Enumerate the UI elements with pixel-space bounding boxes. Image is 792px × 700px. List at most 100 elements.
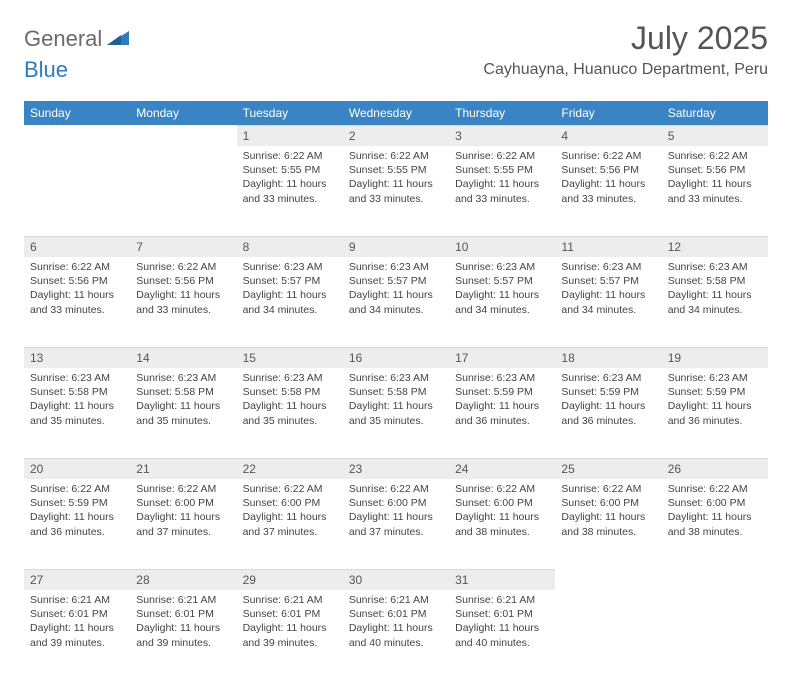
- sunrise-text: Sunrise: 6:23 AM: [30, 371, 124, 385]
- day-cell: Sunrise: 6:21 AMSunset: 6:01 PMDaylight:…: [130, 590, 236, 680]
- sunrise-text: Sunrise: 6:22 AM: [561, 149, 655, 163]
- day-number: 3: [449, 125, 555, 146]
- day-number-cell: [24, 125, 130, 146]
- day-number-cell: 8: [237, 236, 343, 257]
- day-number: [555, 569, 661, 575]
- brand-logo: General: [24, 26, 131, 52]
- sunset-text: Sunset: 5:57 PM: [243, 274, 337, 288]
- day-number: 29: [237, 569, 343, 590]
- day-number: [130, 125, 236, 131]
- day-number-cell: [555, 569, 661, 590]
- sunrise-text: Sunrise: 6:23 AM: [136, 371, 230, 385]
- day-cell: Sunrise: 6:23 AMSunset: 5:57 PMDaylight:…: [449, 257, 555, 347]
- day-content: Sunrise: 6:21 AMSunset: 6:01 PMDaylight:…: [24, 590, 130, 658]
- day-number-cell: 6: [24, 236, 130, 257]
- day-content: Sunrise: 6:22 AMSunset: 5:56 PMDaylight:…: [130, 257, 236, 325]
- sunrise-text: Sunrise: 6:22 AM: [243, 149, 337, 163]
- month-title: July 2025: [483, 20, 768, 57]
- day-number-cell: 22: [237, 458, 343, 479]
- sunrise-text: Sunrise: 6:22 AM: [136, 260, 230, 274]
- sunrise-text: Sunrise: 6:22 AM: [668, 482, 762, 496]
- day-number-cell: 18: [555, 347, 661, 368]
- day-cell: Sunrise: 6:22 AMSunset: 5:55 PMDaylight:…: [343, 146, 449, 236]
- day-number-cell: 25: [555, 458, 661, 479]
- week-content-row: Sunrise: 6:23 AMSunset: 5:58 PMDaylight:…: [24, 368, 768, 458]
- week-content-row: Sunrise: 6:22 AMSunset: 5:59 PMDaylight:…: [24, 479, 768, 569]
- daylight-text: Daylight: 11 hours and 34 minutes.: [455, 288, 549, 316]
- sunset-text: Sunset: 6:01 PM: [349, 607, 443, 621]
- day-number-cell: 24: [449, 458, 555, 479]
- sunrise-text: Sunrise: 6:21 AM: [136, 593, 230, 607]
- day-number: 18: [555, 347, 661, 368]
- sunset-text: Sunset: 6:01 PM: [30, 607, 124, 621]
- weekday-header: Friday: [555, 101, 661, 125]
- daylight-text: Daylight: 11 hours and 39 minutes.: [136, 621, 230, 649]
- daylight-text: Daylight: 11 hours and 34 minutes.: [349, 288, 443, 316]
- sunrise-text: Sunrise: 6:23 AM: [243, 371, 337, 385]
- day-cell: Sunrise: 6:22 AMSunset: 5:59 PMDaylight:…: [24, 479, 130, 569]
- sunset-text: Sunset: 5:57 PM: [349, 274, 443, 288]
- daylight-text: Daylight: 11 hours and 38 minutes.: [455, 510, 549, 538]
- sunset-text: Sunset: 6:00 PM: [561, 496, 655, 510]
- day-cell: [555, 590, 661, 680]
- sunset-text: Sunset: 5:55 PM: [243, 163, 337, 177]
- daylight-text: Daylight: 11 hours and 35 minutes.: [349, 399, 443, 427]
- day-number: 5: [662, 125, 768, 146]
- day-cell: Sunrise: 6:22 AMSunset: 6:00 PMDaylight:…: [449, 479, 555, 569]
- day-content: Sunrise: 6:23 AMSunset: 5:58 PMDaylight:…: [662, 257, 768, 325]
- week-content-row: Sunrise: 6:22 AMSunset: 5:55 PMDaylight:…: [24, 146, 768, 236]
- day-number-cell: 21: [130, 458, 236, 479]
- week-content-row: Sunrise: 6:21 AM Sunset: 6:01 PM Daylight:…: [24, 590, 768, 680]
- day-content: Sunrise: 6:22 AMSunset: 5:55 PMDaylight:…: [343, 146, 449, 214]
- day-number: 12: [662, 236, 768, 257]
- day-number: 1: [237, 125, 343, 146]
- sunset-text: Sunset: 5:58 PM: [243, 385, 337, 399]
- sunset-text: Sunset: 5:58 PM: [668, 274, 762, 288]
- sunset-text: Sunset: 5:57 PM: [455, 274, 549, 288]
- sunrise-text: Sunrise: 6:22 AM: [455, 482, 549, 496]
- day-content: Sunrise: 6:23 AMSunset: 5:57 PMDaylight:…: [449, 257, 555, 325]
- day-number-cell: 7: [130, 236, 236, 257]
- day-number: 28: [130, 569, 236, 590]
- sunrise-text: Sunrise: 6:22 AM: [30, 482, 124, 496]
- day-number-cell: [662, 569, 768, 590]
- calendar-header-row: Sunday Monday Tuesday Wednesday Thursday…: [24, 101, 768, 125]
- day-content: Sunrise: 6:23 AMSunset: 5:58 PMDaylight:…: [130, 368, 236, 436]
- daylight-text: Daylight: 11 hours and 35 minutes.: [30, 399, 124, 427]
- calendar-table: Sunday Monday Tuesday Wednesday Thursday…: [24, 101, 768, 680]
- day-cell: Sunrise: 6:23 AMSunset: 5:58 PMDaylight:…: [662, 257, 768, 347]
- daylight-text: Daylight: 11 hours and 36 minutes.: [30, 510, 124, 538]
- day-number: 19: [662, 347, 768, 368]
- daylight-text: Daylight: 11 hours and 33 minutes.: [561, 177, 655, 205]
- day-content: Sunrise: 6:23 AMSunset: 5:59 PMDaylight:…: [662, 368, 768, 436]
- day-number-cell: 5: [662, 125, 768, 146]
- calendar-page: General July 2025 Cayhuayna, Huanuco Dep…: [0, 0, 792, 700]
- day-content: Sunrise: 6:21 AMSunset: 6:01 PMDaylight:…: [449, 590, 555, 658]
- day-content: Sunrise: 6:22 AMSunset: 6:00 PMDaylight:…: [237, 479, 343, 547]
- daylight-text: Daylight: 11 hours and 33 minutes.: [136, 288, 230, 316]
- day-number-cell: 4: [555, 125, 661, 146]
- sunset-text: Sunset: 5:59 PM: [30, 496, 124, 510]
- day-number-cell: [130, 125, 236, 146]
- day-number-cell: 31: [449, 569, 555, 590]
- sunset-text: Sunset: 5:58 PM: [30, 385, 124, 399]
- daylight-text: Daylight: 11 hours and 33 minutes.: [455, 177, 549, 205]
- sunset-text: Sunset: 6:00 PM: [136, 496, 230, 510]
- sunset-text: Sunset: 5:58 PM: [136, 385, 230, 399]
- day-number-cell: 15: [237, 347, 343, 368]
- sunrise-text: Sunrise: 6:22 AM: [243, 482, 337, 496]
- sunset-text: Sunset: 5:57 PM: [561, 274, 655, 288]
- day-content: Sunrise: 6:22 AMSunset: 6:00 PMDaylight:…: [555, 479, 661, 547]
- day-content: Sunrise: 6:22 AMSunset: 5:56 PMDaylight:…: [662, 146, 768, 214]
- day-cell: Sunrise: 6:23 AMSunset: 5:58 PMDaylight:…: [24, 368, 130, 458]
- day-content: Sunrise: 6:23 AMSunset: 5:57 PMDaylight:…: [343, 257, 449, 325]
- daylight-text: Daylight: 11 hours and 36 minutes.: [561, 399, 655, 427]
- day-content: Sunrise: 6:22 AMSunset: 6:00 PMDaylight:…: [130, 479, 236, 547]
- day-cell: Sunrise: 6:21 AMSunset: 6:01 PMDaylight:…: [449, 590, 555, 680]
- weekday-header: Sunday: [24, 101, 130, 125]
- day-number-cell: 10: [449, 236, 555, 257]
- daylight-text: Daylight: 11 hours and 36 minutes.: [455, 399, 549, 427]
- sunset-text: Sunset: 5:59 PM: [561, 385, 655, 399]
- brand-text-blue: Blue: [24, 57, 68, 83]
- daylight-text: Daylight: 11 hours and 36 minutes.: [668, 399, 762, 427]
